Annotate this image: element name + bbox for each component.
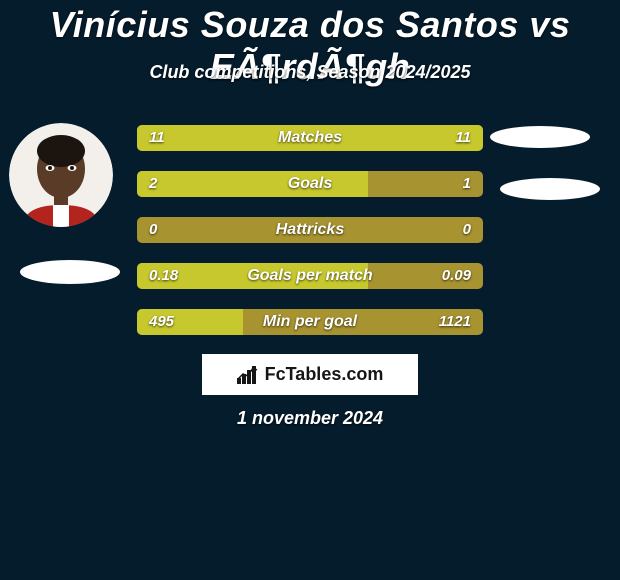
player-right-shadow-ellipse-1: [490, 126, 590, 148]
stat-row: 1111Matches: [137, 125, 483, 151]
logo-text: FcTables.com: [265, 364, 384, 385]
stats-container: 1111Matches 21Goals 00Hattricks 0.180.09Goa…: [137, 125, 483, 355]
fctables-logo: FcTables.com: [202, 354, 418, 395]
stat-row: 00Hattricks: [137, 217, 483, 243]
stat-row: 21Goals: [137, 171, 483, 197]
avatar-placeholder-icon: [9, 123, 113, 227]
subtitle: Club competitions, Season 2024/2025: [0, 62, 620, 83]
stat-label: Goals: [137, 171, 483, 197]
stat-label: Goals per match: [137, 263, 483, 289]
stat-label: Min per goal: [137, 309, 483, 335]
stat-row: 0.180.09Goals per match: [137, 263, 483, 289]
bar-chart-icon: [237, 366, 259, 384]
player-left-avatar: [9, 123, 113, 227]
player-right-shadow-ellipse-2: [500, 178, 600, 200]
stat-label: Hattricks: [137, 217, 483, 243]
date-text: 1 november 2024: [0, 408, 620, 429]
page-root: Vinícius Souza dos Santos vs EÃ¶rdÃ¶gh C…: [0, 0, 620, 580]
player-left-shadow-ellipse: [20, 260, 120, 284]
stat-label: Matches: [137, 125, 483, 151]
stat-row: 4951121Min per goal: [137, 309, 483, 335]
